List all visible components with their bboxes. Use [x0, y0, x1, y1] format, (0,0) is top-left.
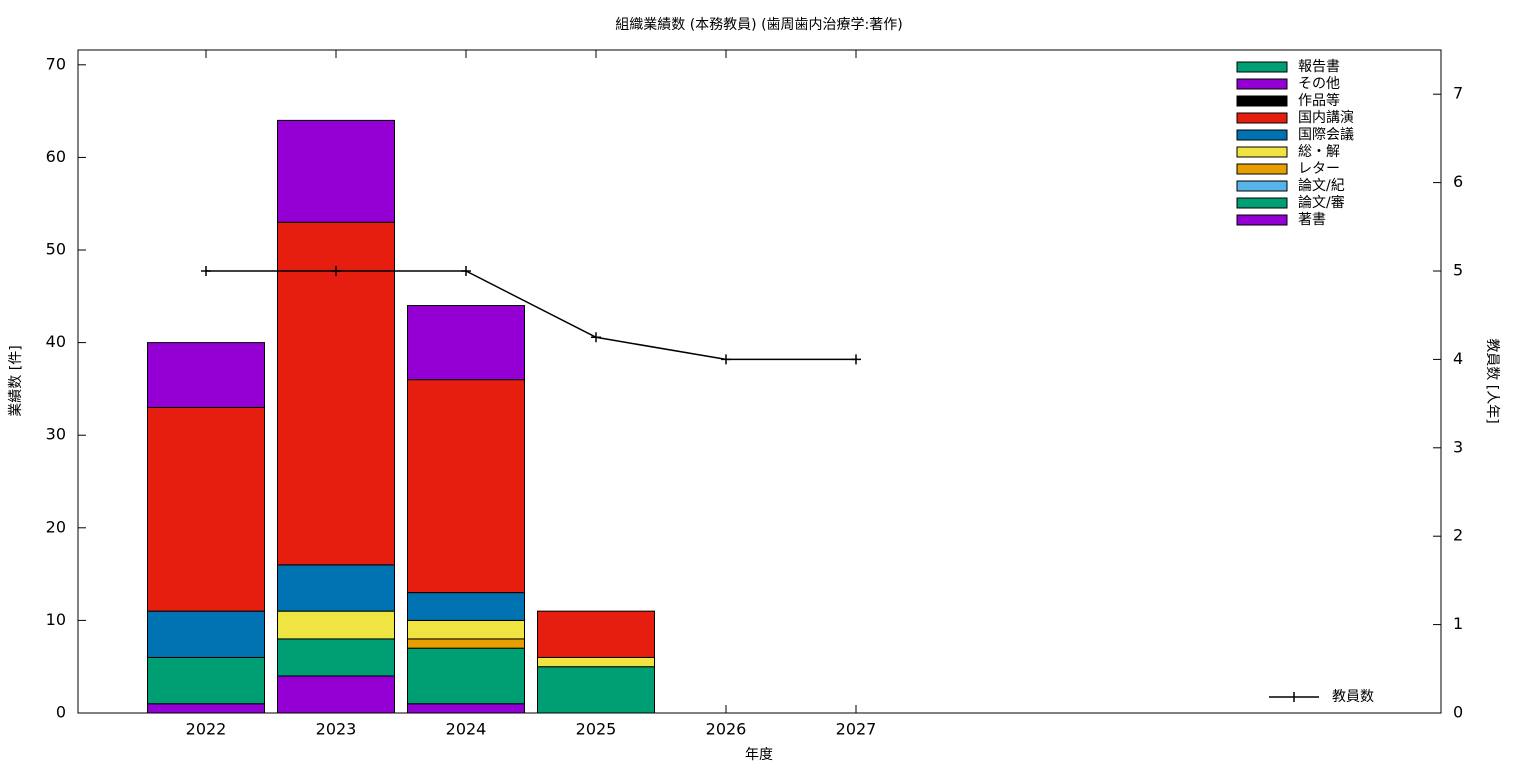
- legend-swatch: [1236, 197, 1288, 209]
- y-tick-label: 50: [46, 240, 66, 259]
- legend-label: レター: [1298, 161, 1340, 177]
- bar-segment: [407, 379, 525, 594]
- x-tick-label: 2023: [316, 720, 357, 739]
- x-tick-label: 2026: [706, 720, 747, 739]
- bar-segment: [147, 342, 265, 408]
- bar-segment: [407, 638, 525, 649]
- bar-segment: [277, 221, 395, 566]
- bar-segment: [537, 656, 655, 668]
- y2-tick-label: 3: [1453, 437, 1463, 456]
- bar-segment: [277, 564, 395, 612]
- legend-swatch: [1236, 214, 1288, 226]
- legend-label: 国内講演: [1298, 110, 1354, 126]
- y-tick-label: 0: [56, 703, 66, 722]
- legend-label: 教員数: [1332, 689, 1374, 705]
- bar-segment: [537, 666, 655, 714]
- y2-tick-label: 1: [1453, 614, 1463, 633]
- y2-tick-label: 2: [1453, 526, 1463, 545]
- legend-swatch: [1236, 163, 1288, 175]
- legend-swatch: [1236, 61, 1288, 73]
- x-tick-label: 2025: [576, 720, 617, 739]
- bar-segment: [407, 703, 525, 714]
- y-tick-label: 30: [46, 425, 66, 444]
- x-tick-label: 2027: [836, 720, 877, 739]
- y2-tick-label: 7: [1453, 84, 1463, 103]
- plot-frame: [77, 49, 1442, 714]
- bar-segment: [407, 619, 525, 640]
- y2-tick-label: 6: [1453, 172, 1463, 191]
- x-axis-label: 年度: [745, 747, 773, 763]
- bar-segment: [277, 675, 395, 714]
- legend-label: 作品等: [1298, 92, 1340, 109]
- legend-label: 論文/審: [1298, 195, 1345, 211]
- y2-tick-label: 5: [1453, 261, 1463, 280]
- bar-segment: [407, 647, 525, 705]
- line-marker: [331, 266, 341, 276]
- legend-line: [1269, 692, 1319, 702]
- y-tick-label: 40: [46, 332, 66, 351]
- legend-swatch: [1236, 95, 1288, 107]
- y2-tick-label: 0: [1453, 703, 1463, 722]
- bar-segment: [147, 406, 265, 612]
- bar-segment: [407, 592, 525, 621]
- line: [206, 270, 856, 361]
- line-marker: [721, 354, 731, 365]
- y-tick-label: 60: [46, 147, 66, 166]
- legend-swatch: [1236, 112, 1288, 124]
- bar-segment: [277, 119, 395, 223]
- bar-segment: [277, 638, 395, 677]
- y-axis-label: 業績数 [件]: [8, 345, 24, 416]
- legend-label: その他: [1298, 76, 1340, 92]
- x-tick-label: 2022: [186, 720, 227, 739]
- legend-swatch: [1236, 78, 1288, 90]
- y2-tick-label: 4: [1453, 349, 1463, 368]
- y-tick-label: 10: [46, 610, 66, 629]
- bar-segment: [407, 305, 525, 381]
- y-tick-label: 70: [46, 54, 66, 73]
- bar-segment: [147, 703, 265, 714]
- legend-label: 国際会議: [1298, 126, 1354, 143]
- line-marker: [851, 354, 861, 365]
- legend-label: 報告書: [1298, 59, 1340, 75]
- chart-title: 組織業績数 (本務教員) (歯周歯内治療学:著作): [615, 16, 902, 33]
- line-marker: [201, 266, 211, 276]
- line-marker: [461, 266, 471, 276]
- bar-segment: [537, 610, 655, 658]
- legend-swatch: [1236, 180, 1288, 192]
- y-tick-label: 20: [46, 517, 66, 536]
- legend-swatch: [1236, 146, 1288, 158]
- bar-segment: [147, 610, 265, 658]
- line-marker: [591, 332, 601, 343]
- x-tick-label: 2024: [446, 720, 487, 739]
- bar-segment: [277, 610, 395, 640]
- legend-label: 著書: [1298, 212, 1326, 228]
- legend-label: 総・解: [1298, 144, 1340, 160]
- bar-segment: [147, 656, 265, 705]
- y2-axis-label: 教員数 [人年]: [1484, 338, 1500, 423]
- legend-label: 論文/紀: [1298, 178, 1345, 194]
- legend-swatch: [1236, 129, 1288, 141]
